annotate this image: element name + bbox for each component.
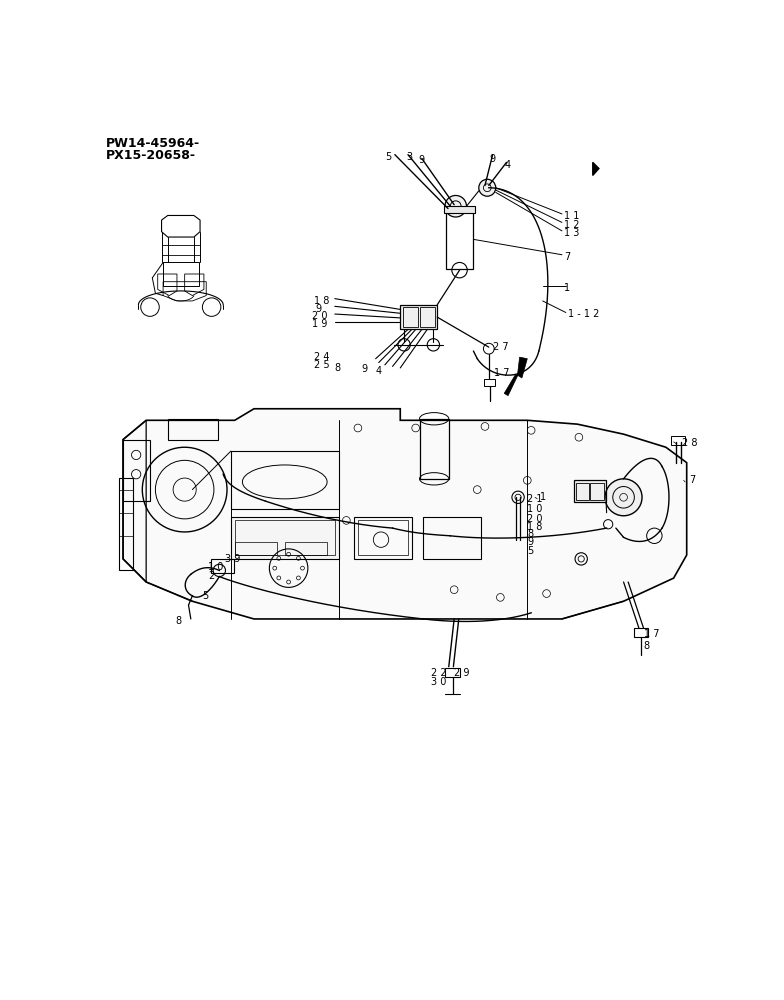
Text: 8: 8: [644, 641, 650, 651]
Text: 2 1: 2 1: [528, 494, 543, 504]
Bar: [671, 436, 685, 445]
Circle shape: [445, 195, 466, 217]
Bar: [358, 520, 408, 555]
Text: 1 0: 1 0: [528, 504, 543, 514]
Text: 9: 9: [528, 537, 533, 547]
Bar: [401, 305, 437, 329]
Bar: [230, 517, 339, 559]
Bar: [590, 483, 604, 500]
Polygon shape: [593, 162, 599, 175]
Bar: [634, 628, 648, 637]
Text: 2 2: 2 2: [431, 668, 447, 678]
Text: 9: 9: [419, 155, 425, 165]
Bar: [575, 483, 589, 500]
Text: 1 9: 1 9: [312, 319, 327, 329]
Bar: [230, 451, 339, 509]
Bar: [419, 307, 435, 327]
Text: 4: 4: [376, 366, 382, 376]
Text: 5: 5: [385, 152, 391, 162]
Bar: [211, 559, 234, 573]
Polygon shape: [123, 409, 687, 619]
Text: 1 0: 1 0: [208, 562, 223, 572]
Text: 3 9: 3 9: [225, 554, 240, 564]
Text: 8: 8: [335, 363, 341, 373]
Text: 1 7: 1 7: [644, 629, 659, 639]
Text: 1 2: 1 2: [564, 220, 580, 230]
Text: 2 5: 2 5: [314, 360, 329, 370]
Bar: [285, 542, 327, 555]
Text: 5: 5: [528, 546, 534, 556]
Text: 5: 5: [202, 591, 209, 601]
Text: 9: 9: [361, 364, 368, 374]
Text: 1 7: 1 7: [494, 368, 510, 378]
Text: 1 1: 1 1: [564, 211, 579, 221]
Text: 2 0: 2 0: [528, 514, 543, 524]
Bar: [445, 668, 460, 677]
Text: 7: 7: [564, 252, 571, 262]
Text: 7: 7: [689, 475, 695, 485]
Text: 1 8: 1 8: [528, 522, 543, 532]
Bar: [485, 379, 495, 386]
Text: 3 0: 3 0: [431, 677, 446, 687]
Bar: [446, 211, 473, 269]
Text: 3: 3: [406, 152, 412, 162]
Text: 8: 8: [528, 529, 533, 539]
Text: 1: 1: [540, 492, 546, 502]
Bar: [402, 307, 418, 327]
Text: 9: 9: [315, 304, 321, 314]
Text: 1: 1: [564, 283, 571, 293]
Bar: [119, 478, 133, 570]
Text: 8: 8: [176, 615, 182, 626]
Bar: [234, 520, 335, 555]
Bar: [234, 542, 277, 555]
Bar: [168, 419, 218, 440]
Text: 2 9: 2 9: [454, 668, 470, 678]
Text: 2 0: 2 0: [312, 311, 327, 321]
Text: 4: 4: [505, 160, 511, 170]
Bar: [574, 480, 606, 502]
Circle shape: [479, 179, 495, 196]
Text: 1 8: 1 8: [314, 296, 329, 306]
Bar: [123, 440, 150, 501]
Text: 2 7: 2 7: [492, 342, 508, 352]
Text: 9: 9: [489, 153, 495, 163]
Bar: [419, 419, 448, 479]
Text: 2 8: 2 8: [682, 438, 698, 448]
Polygon shape: [504, 357, 528, 396]
Bar: [354, 517, 412, 559]
Circle shape: [605, 479, 642, 516]
Text: 2 4: 2 4: [314, 352, 329, 362]
Text: 1 - 1 2: 1 - 1 2: [568, 309, 600, 319]
Bar: [423, 517, 481, 559]
Text: PW14-45964-: PW14-45964-: [106, 137, 200, 150]
Text: PX15-20658-: PX15-20658-: [106, 149, 196, 162]
Bar: [445, 206, 475, 213]
Text: 2: 2: [208, 571, 214, 581]
Text: 1 3: 1 3: [564, 228, 579, 238]
